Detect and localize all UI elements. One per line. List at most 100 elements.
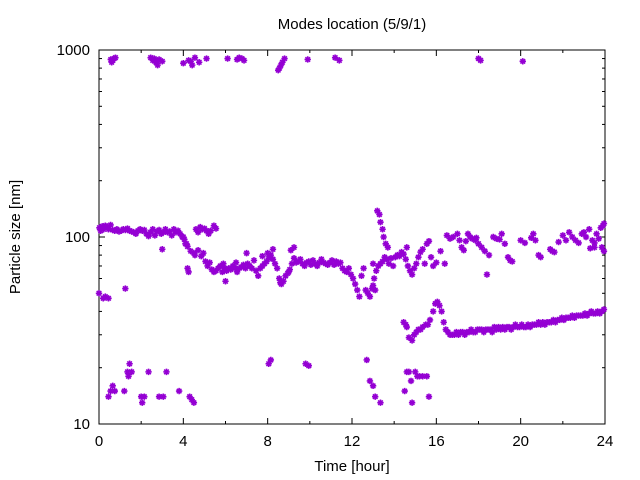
- data-point: [467, 326, 475, 333]
- data-point: [267, 251, 275, 259]
- data-point: [575, 239, 582, 247]
- data-point: [347, 271, 355, 278]
- data-point: [166, 228, 173, 235]
- data-point: [186, 393, 193, 400]
- data-point: [128, 368, 135, 376]
- data-point: [530, 230, 537, 238]
- data-point: [379, 258, 386, 265]
- data-point: [185, 268, 192, 276]
- data-point: [149, 226, 156, 233]
- data-point: [360, 265, 367, 272]
- data-point: [600, 306, 608, 313]
- data-point: [505, 323, 513, 331]
- data-point: [155, 56, 163, 63]
- data-point: [105, 295, 112, 302]
- data-point: [301, 262, 308, 270]
- data-point: [415, 253, 422, 261]
- data-point: [600, 247, 608, 255]
- data-point: [250, 257, 258, 264]
- data-point: [517, 237, 524, 244]
- data-point: [490, 233, 497, 241]
- data-point: [433, 259, 440, 266]
- data-point: [277, 61, 285, 69]
- data-point: [565, 229, 573, 236]
- data-point: [132, 230, 140, 238]
- data-point: [437, 247, 444, 255]
- data-point: [254, 272, 262, 280]
- data-point: [205, 230, 212, 238]
- data-point: [442, 326, 450, 333]
- data-point: [401, 387, 408, 395]
- data-point: [371, 286, 379, 294]
- data-point: [440, 319, 447, 326]
- data-point: [369, 260, 377, 267]
- data-point: [276, 275, 283, 282]
- data-point: [429, 308, 437, 315]
- data-point: [210, 222, 218, 229]
- data-point: [443, 232, 451, 239]
- data-point: [519, 58, 526, 65]
- data-point: [160, 393, 167, 400]
- data-point: [374, 207, 381, 215]
- data-point: [124, 368, 131, 376]
- data-point: [501, 326, 509, 333]
- x-tick-label: 0: [95, 433, 103, 450]
- data-point: [280, 278, 287, 285]
- data-point: [587, 245, 594, 252]
- data-point: [572, 237, 579, 244]
- data-point: [498, 230, 505, 238]
- data-point: [121, 387, 128, 395]
- data-point: [279, 59, 286, 66]
- data-point: [219, 268, 226, 276]
- data-point: [191, 54, 199, 61]
- data-point: [472, 328, 479, 336]
- data-point: [436, 302, 443, 309]
- data-point: [162, 226, 169, 233]
- data-point: [276, 64, 283, 72]
- data-point: [481, 247, 489, 255]
- data-point: [107, 56, 115, 63]
- data-point: [240, 57, 248, 64]
- data-point: [465, 328, 473, 336]
- data-point: [468, 235, 476, 242]
- data-point: [371, 393, 379, 400]
- data-point: [438, 308, 445, 315]
- data-point: [497, 326, 504, 333]
- data-point: [598, 244, 606, 251]
- data-point: [501, 240, 509, 247]
- data-point: [419, 246, 426, 253]
- data-point: [207, 227, 214, 234]
- data-point: [551, 248, 558, 256]
- data-point: [589, 237, 596, 244]
- data-point: [369, 382, 377, 390]
- x-axis: 0 4 8 12 16 20 24: [95, 50, 614, 450]
- data-point: [454, 230, 461, 238]
- data-point: [537, 253, 544, 261]
- data-point: [408, 337, 416, 344]
- data-point: [264, 249, 271, 257]
- data-point: [370, 275, 378, 282]
- data-point: [175, 387, 183, 395]
- data-point: [364, 290, 372, 297]
- data-point: [377, 218, 384, 226]
- data-point: [417, 248, 424, 256]
- data-point: [147, 54, 154, 61]
- data-point: [402, 321, 409, 328]
- data-point: [407, 377, 415, 385]
- chart-title: Modes location (5/9/1): [278, 16, 426, 33]
- x-tick-label: 24: [597, 433, 614, 450]
- data-point: [419, 323, 426, 331]
- data-point: [151, 55, 158, 62]
- data-point: [383, 256, 390, 263]
- data-point: [185, 57, 192, 64]
- data-point: [288, 260, 296, 267]
- data-point: [286, 266, 294, 273]
- data-point: [362, 286, 369, 294]
- data-point: [426, 316, 434, 324]
- data-point: [419, 373, 426, 380]
- data-point: [290, 255, 298, 262]
- data-point: [423, 240, 431, 247]
- data-point: [147, 229, 154, 236]
- data-point: [155, 393, 163, 400]
- data-point: [496, 236, 503, 243]
